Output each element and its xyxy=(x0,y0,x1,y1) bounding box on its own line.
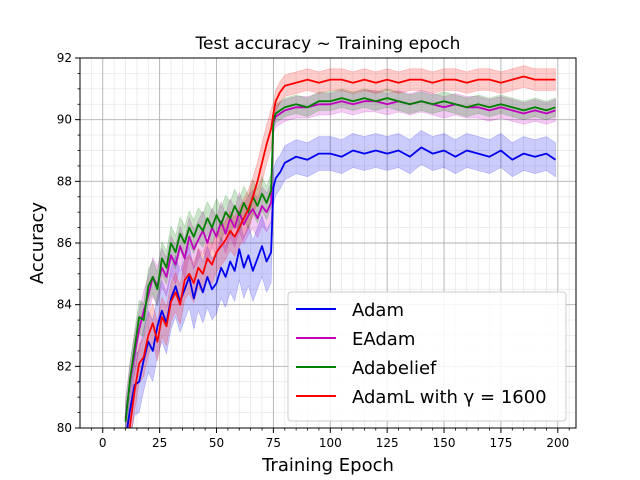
y-tick-label: 88 xyxy=(57,174,72,188)
x-tick-label: 100 xyxy=(319,436,342,450)
series-lines xyxy=(124,75,557,428)
band-2 xyxy=(125,88,556,428)
chart-title: Test accuracy ~ Training epoch xyxy=(195,34,461,54)
y-tick-label: 82 xyxy=(57,359,72,373)
x-tick-label: 0 xyxy=(99,436,107,450)
series-line-0 xyxy=(126,146,557,428)
legend-label-1: EAdam xyxy=(352,329,415,350)
y-tick-label: 86 xyxy=(57,236,72,250)
x-tick-label: 125 xyxy=(376,436,399,450)
x-axis-label: Training Epoch xyxy=(261,455,394,476)
legend-box xyxy=(287,291,567,422)
y-axis-label: Accuracy xyxy=(27,202,48,285)
band-1 xyxy=(125,90,556,428)
legend: Adam EAdam Adabelief AdamL with γ = 1600 xyxy=(287,291,567,422)
series-line-1 xyxy=(124,100,556,419)
x-tick-label: 175 xyxy=(489,436,512,450)
legend-label-3: AdamL with γ = 1600 xyxy=(352,387,547,408)
y-tick-label: 90 xyxy=(57,113,72,127)
x-tick-label: 75 xyxy=(266,436,281,450)
x-tick-label: 50 xyxy=(209,436,224,450)
series-line-3 xyxy=(128,75,556,428)
y-tick-label: 84 xyxy=(57,298,72,312)
x-tick-label: 25 xyxy=(152,436,167,450)
series-line-2 xyxy=(124,97,556,422)
y-tick-label: 80 xyxy=(57,421,72,435)
x-tick-label: 200 xyxy=(546,436,569,450)
y-tick-label: 92 xyxy=(57,51,72,65)
legend-label-0: Adam xyxy=(352,300,404,321)
x-axis-ticks: 0 25 50 75 100 125 150 175 200 xyxy=(90,428,570,450)
legend-label-2: Adabelief xyxy=(352,358,437,379)
y-axis-ticks: 80 82 84 86 88 90 92 xyxy=(57,51,80,435)
x-tick-label: 150 xyxy=(433,436,456,450)
